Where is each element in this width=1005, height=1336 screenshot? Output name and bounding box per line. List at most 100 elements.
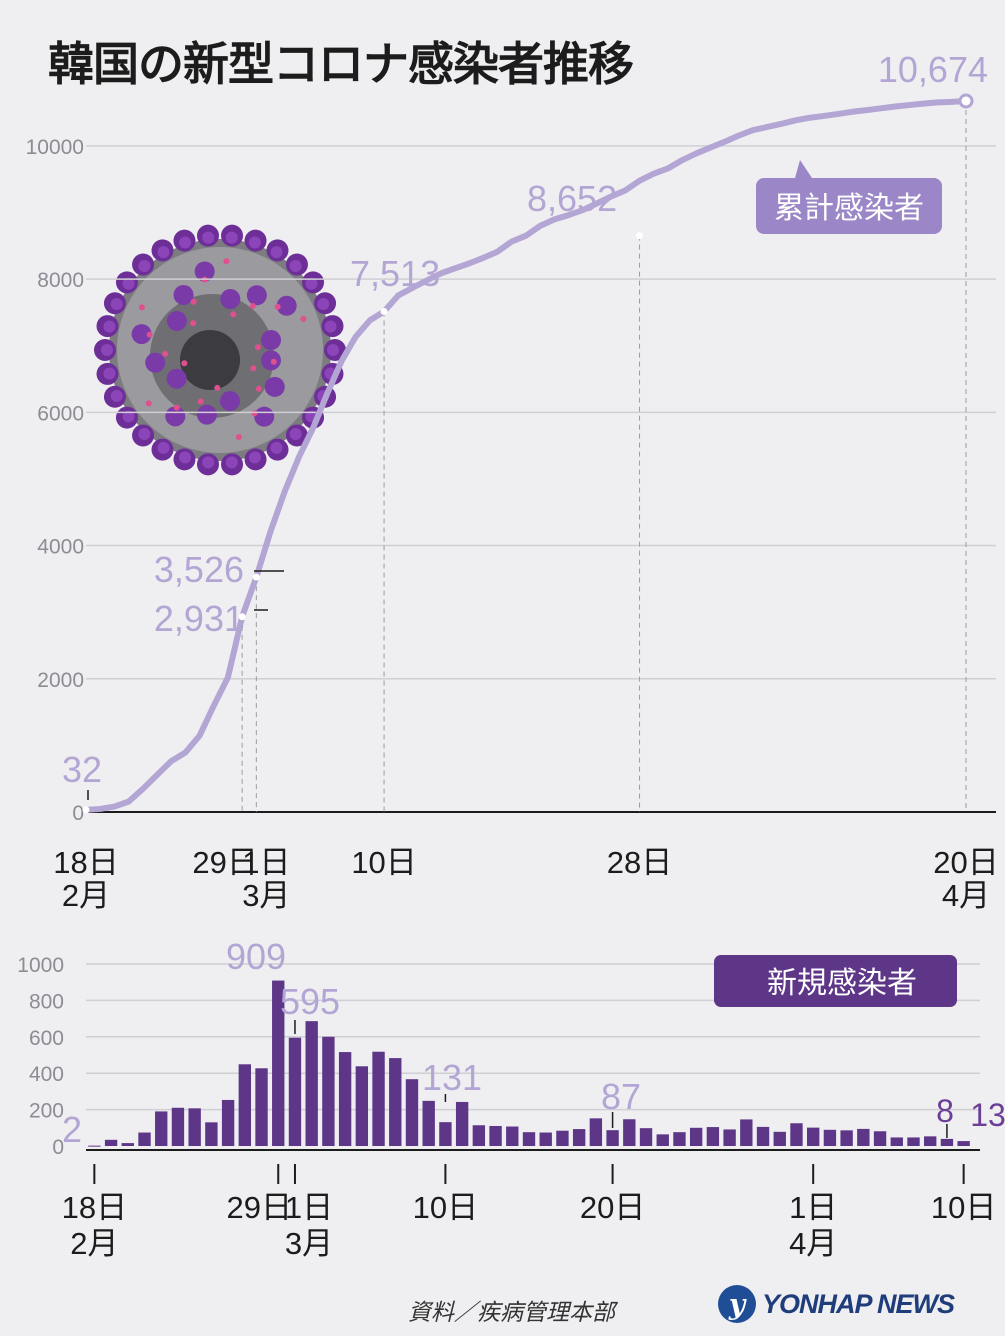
new-cases-bar	[840, 1130, 853, 1146]
x-tick-label-new: 1日	[789, 1190, 837, 1225]
yonhap-logo: y YONHAP NEWS	[718, 1282, 955, 1326]
new-cases-bar	[489, 1125, 502, 1146]
cumulative-data-label: 32	[62, 749, 102, 790]
new-cases-bar	[305, 1021, 318, 1146]
new-cases-bar	[372, 1051, 385, 1146]
x-month-label-new: 4月	[789, 1226, 837, 1261]
virus-spike-highlight	[248, 451, 261, 464]
virus-protein-dot	[145, 400, 152, 407]
virus-spike-highlight	[101, 344, 113, 356]
yonhap-logo-icon: y	[718, 1285, 756, 1323]
x-tick-label-new: 1日	[285, 1190, 333, 1225]
virus-spike-highlight	[110, 298, 123, 311]
new-cases-bar	[639, 1128, 653, 1146]
virus-spike	[220, 289, 241, 310]
new-cases-bar	[138, 1132, 151, 1146]
cumulative-line	[83, 98, 969, 813]
new-cases-bar	[807, 1127, 820, 1146]
virus-protein-dot	[270, 358, 277, 365]
new-cases-bar	[823, 1129, 837, 1146]
yonhap-logo-text: YONHAP NEWS	[762, 1288, 955, 1319]
virus-protein-dot	[197, 398, 204, 405]
virus-spike-highlight	[202, 456, 215, 469]
new-cases-bar	[740, 1119, 753, 1146]
virus-spike	[196, 404, 217, 425]
new-cases-bar	[873, 1131, 887, 1146]
y-tick-label-cumulative: 0	[72, 802, 84, 825]
virus-protein-dot	[274, 303, 281, 310]
virus-spike	[246, 285, 267, 306]
virus-protein-dot	[250, 365, 257, 372]
y-tick-label-cumulative: 4000	[37, 536, 84, 559]
virus-spike-highlight	[138, 427, 151, 440]
y-tick-label-new: 800	[29, 990, 64, 1013]
x-month-label-cumulative: 3月	[242, 878, 290, 913]
virus-protein-dot	[255, 385, 262, 392]
virus-spike-highlight	[324, 320, 337, 333]
x-month-label-new: 2月	[70, 1226, 118, 1261]
virus-protein-dot	[249, 302, 256, 309]
x-tick-label-new: 10日	[413, 1190, 478, 1225]
virus-spike-highlight	[103, 367, 116, 380]
virus-spike	[131, 324, 152, 345]
new-cases-bar	[272, 980, 285, 1146]
virus-spike	[145, 352, 166, 373]
new-cases-bar	[255, 1068, 268, 1146]
x-tick-label-cumulative: 10日	[351, 845, 416, 880]
new-cases-pill-label: 新規感染者	[767, 966, 917, 1001]
new-cases-bar	[706, 1127, 720, 1146]
new-cases-data-label: 87	[601, 1076, 641, 1117]
virus-spike-highlight	[289, 260, 302, 273]
virus-spike-highlight	[317, 298, 330, 311]
new-cases-bar	[355, 1066, 369, 1146]
virus-spike	[194, 261, 215, 282]
new-cases-bar	[606, 1130, 619, 1146]
new-cases-bar	[623, 1119, 636, 1146]
new-cases-bar	[405, 1079, 419, 1146]
new-cases-bar	[790, 1123, 803, 1146]
virus-spike-highlight	[225, 231, 238, 244]
new-cases-bar	[506, 1126, 519, 1146]
cumulative-marker	[958, 93, 974, 109]
new-cases-bar	[907, 1137, 920, 1146]
virus-protein-dot	[138, 304, 145, 311]
cumulative-data-label: 8,652	[527, 178, 617, 219]
virus-spike-highlight	[179, 451, 192, 464]
new-cases-bar	[857, 1128, 870, 1146]
new-cases-bar	[940, 1138, 954, 1146]
page-title: 韓国の新型コロナ感染者推移	[48, 37, 634, 91]
cumulative-data-label: 2,931	[154, 598, 244, 639]
virus-spike-highlight	[157, 246, 170, 259]
new-cases-data-label: 909	[226, 936, 286, 977]
x-tick-label-new: 10日	[931, 1190, 996, 1225]
new-cases-bar	[589, 1118, 603, 1146]
virus-protein-dot	[190, 298, 197, 305]
virus-spike-highlight	[138, 260, 151, 273]
virus-spike-highlight	[122, 410, 135, 423]
new-cases-bar	[188, 1108, 201, 1146]
new-cases-data-label: 131	[422, 1057, 482, 1098]
virus-spike-highlight	[122, 277, 135, 290]
virus-protein-dot	[230, 311, 237, 318]
virus-protein-dot	[300, 315, 307, 322]
x-month-label-new: 3月	[285, 1226, 333, 1261]
new-cases-bar	[205, 1122, 218, 1146]
new-cases-bar	[723, 1129, 736, 1146]
y-tick-label-new: 1000	[17, 954, 64, 977]
y-tick-label-new: 0	[52, 1136, 64, 1159]
y-tick-label-cumulative: 6000	[37, 402, 84, 425]
new-cases-data-label: 8	[936, 1093, 954, 1129]
virus-spike	[260, 350, 281, 371]
y-tick-label-cumulative: 8000	[37, 269, 84, 292]
x-month-label-cumulative: 4月	[942, 878, 990, 913]
new-cases-bar	[422, 1100, 435, 1146]
new-cases-bar	[572, 1129, 586, 1146]
cumulative-data-label: 3,526	[154, 549, 244, 590]
virus-spike-highlight	[248, 236, 261, 249]
new-cases-bar	[338, 1052, 352, 1146]
new-cases-bar	[957, 1141, 970, 1146]
new-cases-bar	[539, 1132, 552, 1146]
virus-protein-dot	[181, 360, 188, 367]
y-tick-label-new: 600	[29, 1027, 64, 1050]
